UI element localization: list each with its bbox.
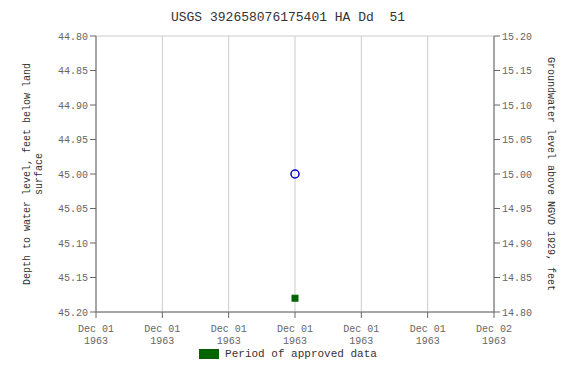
html-text:Period of approved data: Period of approved data <box>225 348 377 360</box>
svg-text:15.05: 15.05 <box>502 135 532 146</box>
svg-text:15.20: 15.20 <box>502 32 532 43</box>
html-text:USGS 392658076175401 HA Dd 51: USGS 392658076175401 HA Dd 51 <box>171 10 405 25</box>
svg-text:15.00: 15.00 <box>502 170 532 181</box>
svg-text:Dec 021963: Dec 021963 <box>476 324 512 347</box>
svg-text:45.00: 45.00 <box>58 170 88 181</box>
svg-text:45.20: 45.20 <box>58 308 88 319</box>
svg-text:Depth to water level, feet bel: Depth to water level, feet below landsur… <box>22 63 45 285</box>
svg-text:44.90: 44.90 <box>58 101 88 112</box>
svg-text:44.80: 44.80 <box>58 32 88 43</box>
svg-text:44.85: 44.85 <box>58 66 88 77</box>
svg-text:15.15: 15.15 <box>502 66 532 77</box>
svg-text:Dec 011963: Dec 011963 <box>211 324 247 347</box>
svg-text:45.15: 45.15 <box>58 273 88 284</box>
svg-text:Dec 011963: Dec 011963 <box>410 324 446 347</box>
svg-text:14.80: 14.80 <box>502 308 532 319</box>
svg-text:14.85: 14.85 <box>502 273 532 284</box>
svg-text:Dec 011963: Dec 011963 <box>343 324 379 347</box>
svg-text:Dec 011963: Dec 011963 <box>144 324 180 347</box>
svg-text:Dec 011963: Dec 011963 <box>277 324 313 347</box>
svg-text:14.90: 14.90 <box>502 239 532 250</box>
svg-text:45.05: 45.05 <box>58 204 88 215</box>
svg-text:45.10: 45.10 <box>58 239 88 250</box>
svg-text:Dec 011963: Dec 011963 <box>78 324 114 347</box>
svg-text:Groundwater level above NGVD 1: Groundwater level above NGVD 1929, feet <box>545 57 556 291</box>
svg-text:44.95: 44.95 <box>58 135 88 146</box>
svg-text:14.95: 14.95 <box>502 204 532 215</box>
svg-text:15.10: 15.10 <box>502 101 532 112</box>
